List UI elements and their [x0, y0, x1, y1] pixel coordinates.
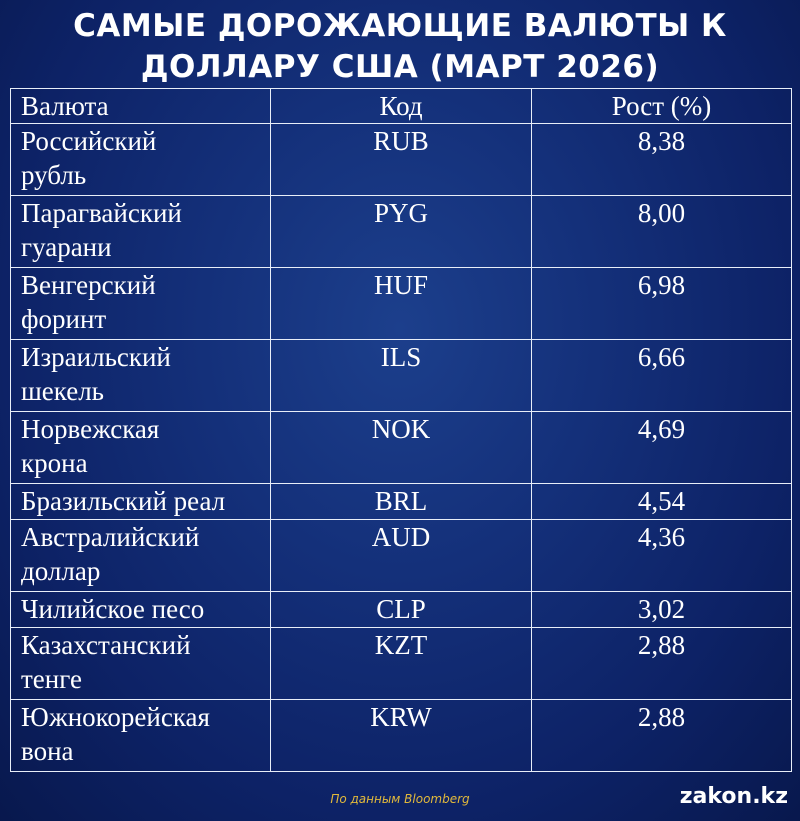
growth-value-cell: 6,98: [531, 267, 792, 340]
currency-name-cell: Австралийский доллар: [10, 519, 271, 592]
growth-value-cell: 4,36: [531, 519, 792, 592]
currency-name-line: Южнокорейская: [21, 702, 210, 732]
growth-value-cell: 2,88: [531, 699, 792, 772]
currency-name-cell: Бразильский реал: [10, 483, 271, 520]
currency-name-cell: Чилийское песо: [10, 591, 271, 628]
currency-name-line: доллар: [21, 556, 101, 586]
currency-name-line: вона: [21, 736, 74, 766]
currency-name-line: Российский: [21, 126, 157, 156]
table-row: Австралийский доллар AUD 4,36: [10, 519, 792, 592]
growth-value-cell: 2,88: [531, 627, 792, 700]
currency-code-cell: KRW: [270, 699, 532, 772]
growth-value-cell: 8,00: [531, 195, 792, 268]
currency-name-cell: Российский рубль: [10, 123, 271, 196]
currency-name-line: шекель: [21, 376, 104, 406]
column-header-growth: Рост (%): [531, 88, 792, 124]
growth-value-cell: 8,38: [531, 123, 792, 196]
currency-name-cell: Норвежская крона: [10, 411, 271, 484]
currency-name-line: Австралийский: [21, 522, 200, 552]
currency-code-cell: BRL: [270, 483, 532, 520]
table-row: Израильский шекель ILS 6,66: [10, 339, 792, 412]
source-note: По данным Bloomberg: [330, 792, 470, 806]
table-row: Чилийское песо CLP 3,02: [10, 591, 792, 628]
growth-value-cell: 4,54: [531, 483, 792, 520]
table-row: Российский рубль RUB 8,38: [10, 123, 792, 196]
currency-name-line: Норвежская: [21, 414, 160, 444]
growth-value-cell: 3,02: [531, 591, 792, 628]
column-header-currency: Валюта: [10, 88, 271, 124]
page-title: САМЫЕ ДОРОЖАЮЩИЕ ВАЛЮТЫ К ДОЛЛАРУ США (М…: [73, 8, 727, 85]
table-row: Венгерский форинт HUF 6,98: [10, 267, 792, 340]
currency-code-cell: CLP: [270, 591, 532, 628]
currency-name-line: крона: [21, 448, 88, 478]
growth-value-cell: 6,66: [531, 339, 792, 412]
currency-code-cell: KZT: [270, 627, 532, 700]
currency-code-cell: PYG: [270, 195, 532, 268]
currency-code-cell: NOK: [270, 411, 532, 484]
currency-name-line: гуарани: [21, 232, 112, 262]
currency-code-cell: ILS: [270, 339, 532, 412]
growth-value-cell: 4,69: [531, 411, 792, 484]
table-body: Валюта Код Рост (%) Российский рубль RUB 8,…: [10, 88, 792, 772]
currency-name-line: Казахстанский: [21, 630, 191, 660]
currency-name-line: Израильский: [21, 342, 171, 372]
currency-name-cell: Парагвайский гуарани: [10, 195, 271, 268]
column-header-code: Код: [270, 88, 532, 124]
table-row: Парагвайский гуарани PYG 8,00: [10, 195, 792, 268]
currency-code-cell: HUF: [270, 267, 532, 340]
currency-name-cell: Южнокорейская вона: [10, 699, 271, 772]
currency-code-cell: AUD: [270, 519, 532, 592]
currency-name-cell: Венгерский форинт: [10, 267, 271, 340]
currency-name-line: Венгерский: [21, 270, 156, 300]
currency-name-line: Парагвайский: [21, 198, 182, 228]
currency-name-line: рубль: [21, 160, 87, 190]
table-row: Южнокорейская вона KRW 2,88: [10, 699, 792, 772]
currency-name-line: тенге: [21, 664, 82, 694]
table-row: Казахстанский тенге KZT 2,88: [10, 627, 792, 700]
table-row: Норвежская крона NOK 4,69: [10, 411, 792, 484]
table-header-row: Валюта Код Рост (%): [10, 88, 792, 124]
table-row: Бразильский реал BRL 4,54: [10, 483, 792, 520]
currency-name-cell: Казахстанский тенге: [10, 627, 271, 700]
currency-table: Валюта Код Рост (%) Российский рубль RUB 8,…: [10, 88, 792, 772]
currency-code-cell: RUB: [270, 123, 532, 196]
currency-name-line: Чилийское песо: [21, 594, 205, 624]
currency-name-line: Бразильский реал: [21, 486, 226, 516]
currency-name-cell: Израильский шекель: [10, 339, 271, 412]
brand-logo: zakon.kz: [679, 784, 788, 809]
currency-name-line: форинт: [21, 304, 107, 334]
